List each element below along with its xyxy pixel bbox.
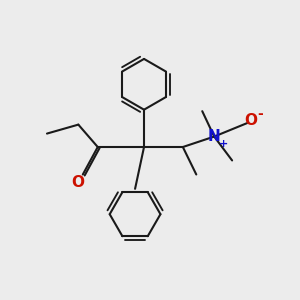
Text: O: O [71, 175, 84, 190]
Text: O: O [244, 113, 257, 128]
Text: +: + [218, 139, 228, 149]
Text: -: - [258, 107, 263, 121]
Text: N: N [208, 129, 220, 144]
